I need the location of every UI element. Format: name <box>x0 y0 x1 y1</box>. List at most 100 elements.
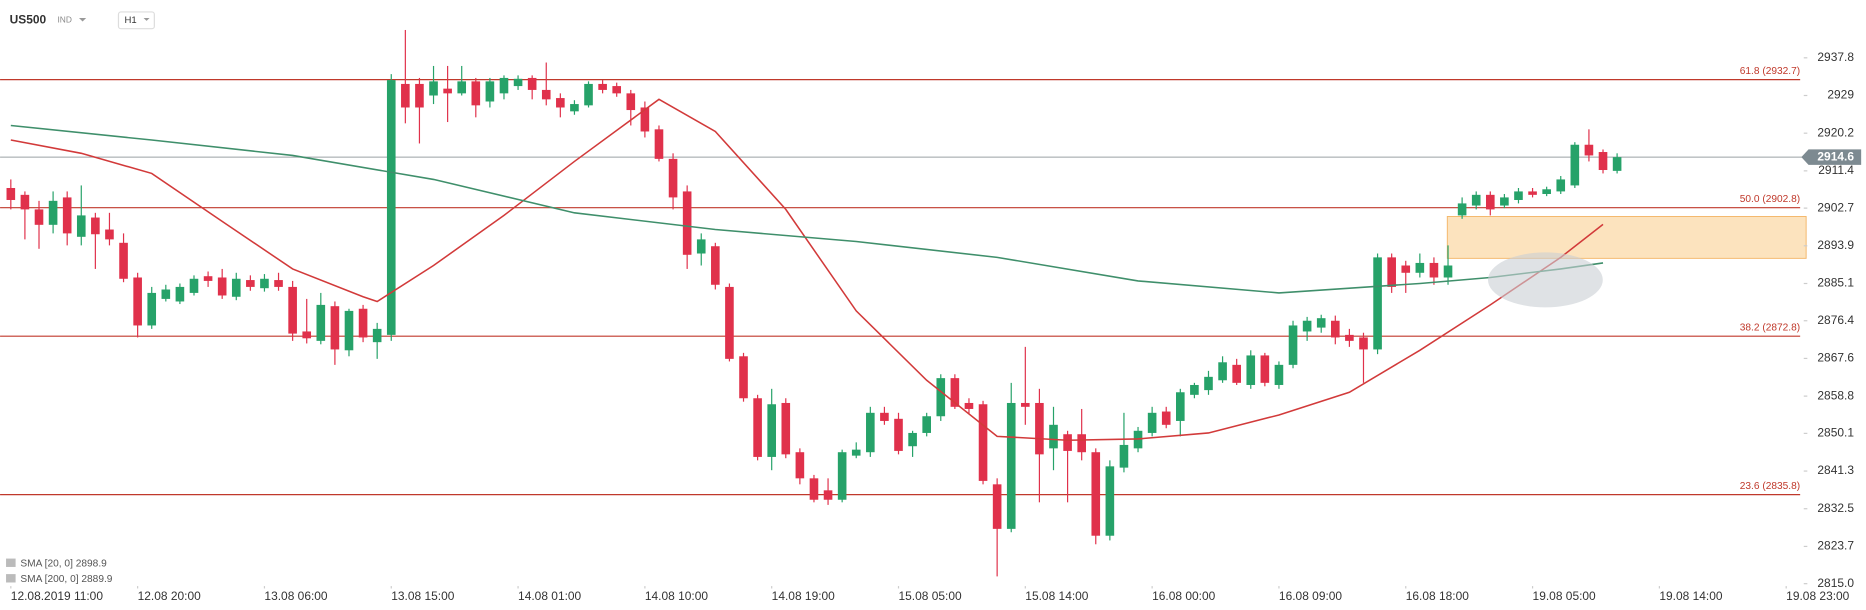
legend-value: 2889.9 <box>81 574 112 585</box>
candle-body <box>316 304 326 341</box>
candle-body <box>781 402 791 455</box>
last-price-label: 2914.6 <box>1817 149 1854 163</box>
candle-body <box>246 280 255 287</box>
candle-body <box>372 328 382 343</box>
candle-body <box>330 306 340 350</box>
candle-body <box>1415 262 1425 273</box>
candle-body <box>809 478 819 500</box>
candle-body <box>894 418 903 451</box>
fib-label: 23.6 (2835.8) <box>1740 481 1800 492</box>
candle-body <box>1359 337 1368 350</box>
candle-body <box>1049 424 1058 449</box>
candle-body <box>795 452 805 479</box>
dropdown-caret <box>143 17 150 21</box>
market: IND <box>57 15 71 25</box>
legend-value: 2898.9 <box>76 558 107 569</box>
x-tick-label: 14.08 01:00 <box>518 589 581 603</box>
y-tick-label: 2937.8 <box>1817 50 1854 64</box>
candle-body <box>386 80 396 335</box>
candle-body <box>1006 402 1016 529</box>
candle-body <box>584 83 593 106</box>
candle-body <box>570 104 579 112</box>
candle-body <box>203 276 213 281</box>
y-tick-label: 2902.7 <box>1817 200 1854 214</box>
zone <box>1446 216 1807 259</box>
candle-body <box>1443 265 1453 278</box>
candle-body <box>541 89 551 100</box>
candle-body <box>443 88 452 94</box>
x-tick-label: 16.08 18:00 <box>1406 589 1469 603</box>
candle-body <box>401 83 410 108</box>
x-tick-label: 15.08 14:00 <box>1025 589 1088 603</box>
candle-body <box>1345 334 1354 341</box>
y-tick-label: 2841.3 <box>1817 463 1854 477</box>
candle-body <box>978 404 988 481</box>
plot <box>0 29 1807 577</box>
x-tick-label: 15.08 05:00 <box>899 589 962 603</box>
y-tick-label: 2876.4 <box>1817 313 1854 327</box>
candle-body <box>1246 355 1256 385</box>
candle-body <box>1429 262 1439 278</box>
candle-body <box>1091 452 1101 536</box>
x-tick-label: 19.08 05:00 <box>1533 589 1596 603</box>
y-tick-label: 2893.9 <box>1817 238 1854 252</box>
candle-body <box>1457 203 1467 216</box>
candle-body <box>20 194 30 210</box>
dropdown-caret[interactable] <box>79 17 87 22</box>
legend-name: SMA [200, 0] <box>20 574 78 585</box>
candle-body <box>91 217 100 235</box>
candle-body <box>189 278 199 293</box>
candle-body <box>48 200 58 225</box>
legend-icon <box>6 558 16 567</box>
x-tick-label: 12.08 20:00 <box>138 589 201 603</box>
candle-body <box>429 81 438 96</box>
x-tick-label: 12.08.2019 11:00 <box>11 589 104 603</box>
last-price-marker <box>1801 149 1862 165</box>
candle-body <box>288 286 297 334</box>
y-tick-label: 2920.2 <box>1817 125 1854 139</box>
y-tick-label: 2867.6 <box>1817 351 1854 365</box>
candle-body <box>1077 434 1086 453</box>
candle-body <box>6 187 16 200</box>
legend-icon <box>6 574 16 583</box>
candle-body <box>1119 444 1129 468</box>
fib-label: 50.0 (2902.8) <box>1740 194 1800 205</box>
candle-body <box>1260 355 1270 383</box>
candle-body <box>739 356 748 399</box>
candle-body <box>767 404 777 457</box>
candle-body <box>1542 189 1551 194</box>
candle-body <box>950 378 960 407</box>
interval-select[interactable] <box>117 11 155 30</box>
candle-body <box>358 308 368 338</box>
sma-line <box>10 124 1604 294</box>
candle-body <box>851 449 861 456</box>
candle-body <box>640 107 650 132</box>
candle-body <box>1218 362 1227 381</box>
legend-entry: SMA [200, 0] 2889.9 <box>20 574 112 585</box>
x-tick-label: 14.08 10:00 <box>645 589 708 603</box>
candle-body <box>1373 257 1382 350</box>
candle-body <box>1514 191 1523 200</box>
candle-body <box>302 331 312 339</box>
x-tick-label: 19.08 14:00 <box>1659 589 1722 603</box>
candle-body <box>1288 325 1298 365</box>
fib-label: 61.8 (2932.7) <box>1740 66 1800 77</box>
candle-body <box>527 77 537 90</box>
candle-body <box>217 277 227 296</box>
candle-body <box>654 129 664 159</box>
candle-body <box>471 81 481 106</box>
candle-body <box>133 277 142 326</box>
candle-body <box>992 484 1002 529</box>
candle-body <box>626 93 636 111</box>
candle-body <box>1316 318 1326 328</box>
candle-body <box>76 215 86 237</box>
x-tick-label: 13.08 06:00 <box>264 589 327 603</box>
candle-body <box>260 278 269 289</box>
candle-body <box>1161 411 1171 425</box>
candle-body <box>147 292 157 326</box>
candle-body <box>457 81 467 94</box>
x-tick-label: 19.08 23:00 <box>1786 589 1849 603</box>
candle-body <box>175 286 185 302</box>
candle-body <box>1485 194 1495 210</box>
y-tick-label: 2858.8 <box>1817 388 1854 402</box>
